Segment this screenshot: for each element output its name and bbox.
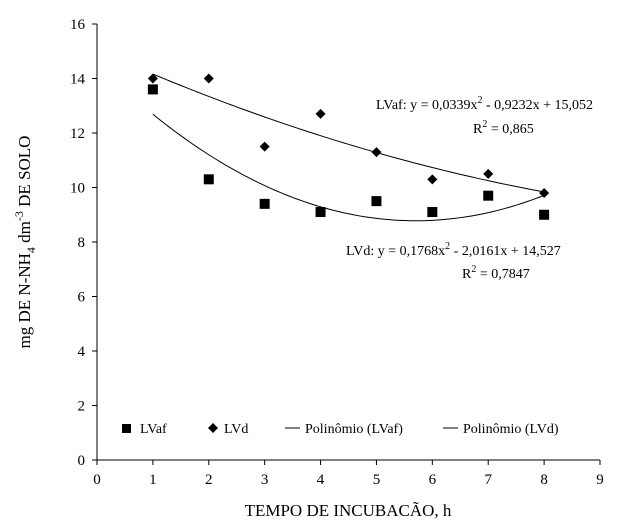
y-tick-label: 12 xyxy=(70,126,85,142)
legend-label-poly-lvaf: Polinômio (LVaf) xyxy=(305,422,403,437)
x-tick-label: 7 xyxy=(484,472,492,488)
x-ticks: 0 1 2 3 4 5 6 7 8 9 xyxy=(93,460,604,488)
point-lvaf xyxy=(315,207,326,218)
legend-label-poly-lvd: Polinômio (LVd) xyxy=(463,422,559,437)
equation-lvaf: LVaf: y = 0,0339x2 - 0,9232x + 15,052 xyxy=(376,95,593,113)
y-axis-label: mg DE N-NH4 dm-3 DE SOLO xyxy=(12,136,38,349)
trendlines xyxy=(152,73,545,222)
x-tick-label: 8 xyxy=(540,472,548,488)
x-tick-label: 0 xyxy=(93,472,101,488)
legend: LVaf LVd Polinômio (LVaf) Polinômio (LVd… xyxy=(122,422,559,437)
y-tick-label: 8 xyxy=(78,235,86,251)
equation-annotation-lvaf: LVaf: y = 0,0339x2 - 0,9232x + 15,052 R2… xyxy=(376,95,593,137)
x-tick-label: 4 xyxy=(317,472,325,488)
point-lvd xyxy=(259,141,270,152)
axes xyxy=(96,24,600,461)
point-lvd xyxy=(203,73,214,84)
legend-marker-lvaf xyxy=(122,424,131,433)
y-tick-label: 10 xyxy=(70,181,85,197)
point-lvaf xyxy=(483,190,494,201)
data-points xyxy=(147,73,550,220)
legend-label-lvaf: LVaf xyxy=(140,422,167,437)
point-lvd xyxy=(147,73,158,84)
equation-lvd: LVd: y = 0,1768x2 - 2,0161x + 14,527 xyxy=(346,241,561,259)
point-lvaf xyxy=(147,84,158,95)
trendline-1 xyxy=(152,73,545,193)
r2-lvaf: R2 = 0,865 xyxy=(473,119,534,137)
point-lvaf xyxy=(259,198,270,209)
y-tick-label: 14 xyxy=(70,72,86,88)
r2-lvd: R2 = 0,7847 xyxy=(462,264,530,282)
x-tick-label: 1 xyxy=(149,472,157,488)
y-tick-label: 4 xyxy=(78,344,86,360)
legend-marker-lvd xyxy=(208,423,218,433)
point-lvaf xyxy=(371,196,382,207)
point-lvaf xyxy=(539,209,550,220)
equation-annotation-lvd: LVd: y = 0,1768x2 - 2,0161x + 14,527 R2 … xyxy=(346,241,561,282)
y-ticks: 0 2 4 6 8 10 12 14 16 xyxy=(70,17,97,469)
y-tick-label: 0 xyxy=(78,453,86,469)
x-tick-label: 5 xyxy=(373,472,381,488)
point-lvd xyxy=(315,108,326,119)
point-lvd xyxy=(427,174,438,185)
y-tick-label: 16 xyxy=(70,17,86,33)
x-tick-label: 2 xyxy=(205,472,213,488)
point-lvd xyxy=(539,187,550,198)
trendline-0 xyxy=(152,113,545,222)
point-lvaf xyxy=(203,174,214,185)
point-lvaf xyxy=(427,207,438,218)
x-tick-label: 6 xyxy=(429,472,437,488)
x-axis-label: TEMPO DE INCUBACÃO, h xyxy=(245,501,452,520)
y-tick-label: 2 xyxy=(78,399,86,415)
point-lvd xyxy=(371,147,382,158)
x-tick-label: 9 xyxy=(596,472,604,488)
x-tick-label: 3 xyxy=(261,472,269,488)
y-tick-label: 6 xyxy=(78,290,86,306)
point-lvd xyxy=(483,168,494,179)
legend-label-lvd: LVd xyxy=(224,422,248,437)
